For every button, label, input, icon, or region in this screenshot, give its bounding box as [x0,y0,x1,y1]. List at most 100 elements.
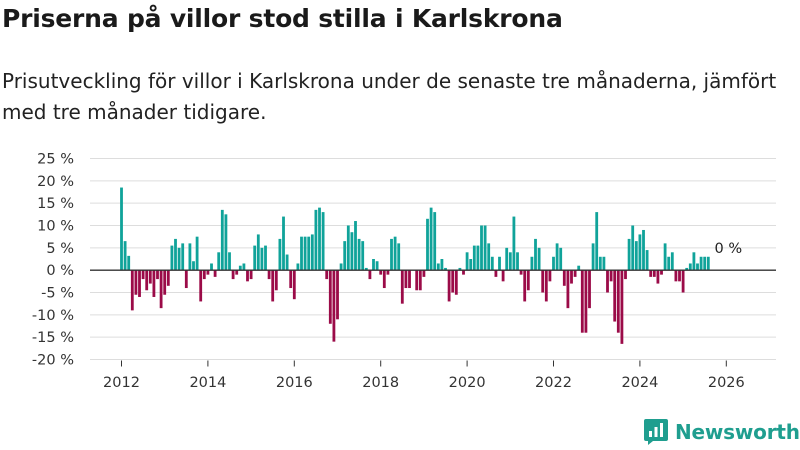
bar [426,218,429,271]
bar [123,241,127,271]
bar [447,270,451,302]
bar [415,270,419,291]
bar [314,209,318,271]
bar [170,245,174,271]
x-tick-label: 2026 [708,375,745,391]
bar [159,270,163,309]
bar [573,270,577,277]
bar [289,270,293,289]
bar [249,270,253,280]
bar [462,270,465,275]
bar [303,236,307,271]
bar [494,270,498,277]
bar [220,209,224,271]
x-axis-ticks: 2012 2014 2016 2018 2020 2022 2024 2026 [103,360,745,391]
bar [678,270,681,282]
bar [404,270,408,289]
bar [138,270,141,297]
bar [285,254,289,271]
bar [228,252,231,271]
bar [350,232,354,271]
bar [202,270,206,280]
bar [627,238,631,271]
bar [364,267,368,271]
bar [530,256,534,271]
bar [501,270,505,282]
bar [386,270,390,275]
bar [660,270,663,275]
bar [148,270,152,284]
bar [422,270,426,277]
bar [555,243,559,271]
bar [591,243,595,271]
bar [469,259,473,271]
y-tick-label: 20 % [37,174,74,190]
bar [292,270,296,300]
bar [271,270,275,302]
bar [559,247,563,271]
bar [274,270,278,291]
bar [476,245,480,271]
chart-title: Priserna på villor stod stilla i Karlskr… [2,4,563,33]
bar [562,270,566,286]
bar [163,270,167,295]
x-tick-label: 2022 [535,375,572,391]
bar [706,256,710,271]
grid-lines [90,158,776,360]
bar [681,270,685,293]
x-tick-label: 2016 [276,375,313,391]
x-tick-label: 2018 [362,375,399,391]
bar [361,241,365,271]
bar [382,270,386,289]
bar [375,261,379,271]
bar [512,216,516,271]
bar [346,225,350,271]
y-tick-label: 10 % [37,219,74,235]
bar [267,270,271,280]
bar [516,252,519,271]
bar [188,243,192,271]
bar [429,207,433,271]
x-tick-label: 2020 [449,375,486,391]
bar [548,270,552,282]
bar [134,270,138,295]
bar [638,234,642,271]
bar [634,241,638,271]
bar [433,212,437,271]
bar [645,250,649,271]
bar [184,270,188,289]
bar [526,270,530,291]
bar [616,270,620,333]
bar [246,270,249,282]
bar [595,212,599,271]
bar [508,252,512,271]
bar [696,263,699,271]
bar [145,270,149,291]
y-tick-label: -5 % [41,286,74,302]
bar [537,247,541,271]
bar [256,234,260,271]
bar [336,270,339,320]
bar [231,270,235,280]
newsworthy-logo-icon [644,419,668,445]
bar [166,270,170,286]
bar [620,270,624,344]
bar [440,259,444,271]
bar [400,270,404,304]
bar [688,263,692,271]
bar [235,270,239,275]
bar [393,236,397,271]
bar [242,263,246,271]
bar [206,270,210,275]
bar [372,259,375,271]
bar [130,270,134,311]
bar [656,270,660,284]
bar [606,270,609,293]
y-tick-label: -15 % [32,330,74,346]
bar [652,270,656,277]
bar [699,256,703,271]
bar [703,256,707,271]
bar [120,187,123,271]
bar [692,252,696,271]
